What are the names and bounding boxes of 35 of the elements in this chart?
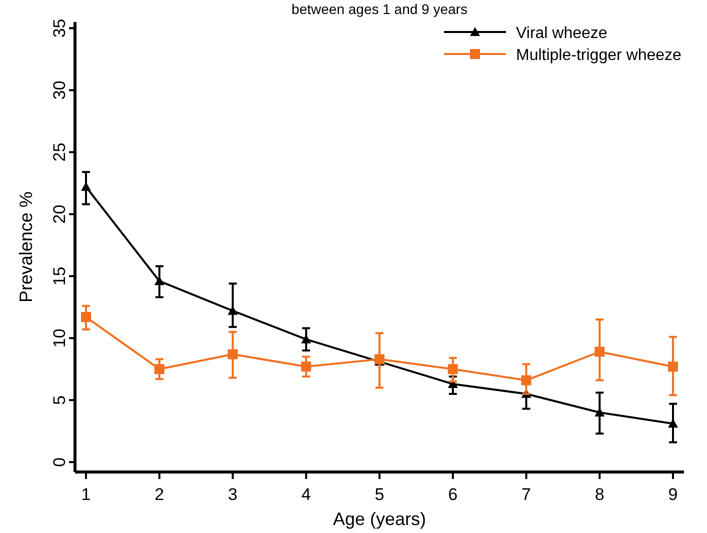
point	[521, 375, 532, 386]
point	[228, 306, 238, 315]
point	[301, 362, 312, 372]
x-tick-label: 4	[301, 485, 311, 504]
y-tick-label: 30	[50, 80, 69, 100]
point	[594, 407, 605, 416]
legend-label: Viral wheeze	[516, 25, 608, 42]
legend-label: Multiple-trigger wheeze	[516, 47, 682, 64]
point	[301, 334, 312, 344]
y-tick-label: 0	[50, 457, 69, 467]
y-tick-label: 10	[50, 328, 69, 348]
x-tick-label: 6	[448, 485, 458, 504]
y-tick-label: 20	[50, 204, 69, 224]
x-tick-label: 7	[522, 485, 531, 504]
y-tick-label: 25	[50, 142, 69, 162]
x-tick-label: 9	[668, 485, 678, 504]
y-axis-title: Prevalence %	[16, 191, 36, 303]
x-tick-label: 1	[81, 485, 91, 504]
point	[154, 364, 164, 374]
x-tick-label: 3	[228, 485, 238, 504]
chart-title: between ages 1 and 9 years	[292, 1, 468, 17]
x-tick-label: 5	[374, 485, 384, 504]
y-tick-label: 35	[50, 18, 69, 38]
point	[448, 364, 458, 374]
point	[668, 362, 678, 372]
x-tick-label: 8	[594, 485, 604, 504]
point	[81, 312, 92, 322]
x-tick-label: 2	[154, 485, 164, 504]
y-tick-label: 15	[50, 266, 69, 286]
point	[374, 354, 384, 364]
y-tick-label: 5	[50, 395, 69, 405]
point	[154, 276, 164, 286]
point	[228, 349, 238, 360]
point	[594, 346, 605, 357]
x-axis-title: Age (years)	[332, 509, 426, 529]
